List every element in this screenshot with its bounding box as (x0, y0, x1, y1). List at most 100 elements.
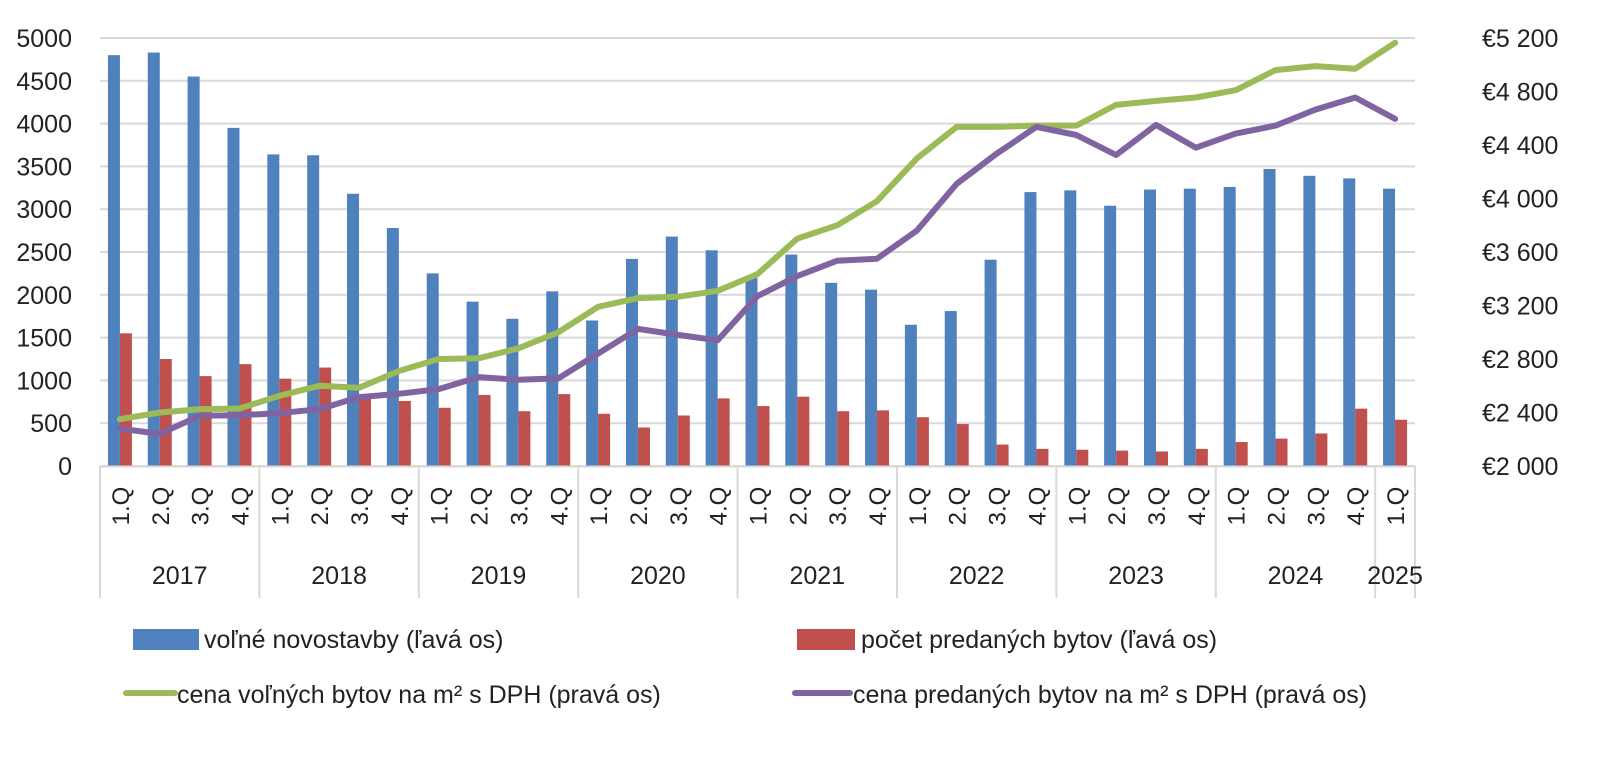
bar-pocet-predanych (1155, 451, 1168, 466)
bar-volne-novostavby (1064, 190, 1077, 467)
x-tick-label-quarter: 3.Q (1144, 487, 1171, 526)
bar-volne-novostavby (307, 155, 320, 466)
bar-volne-novostavby (1183, 188, 1196, 466)
bar-volne-novostavby (586, 320, 599, 466)
left-axis-tick-label: 2500 (16, 239, 72, 267)
bar-volne-novostavby (386, 228, 399, 466)
bar-pocet-predanych (877, 410, 890, 466)
x-tick-label-quarter: 1.Q (267, 487, 294, 526)
bar-pocet-predanych (1195, 448, 1208, 466)
x-tick-label-quarter: 1.Q (746, 487, 773, 526)
x-tick-label-quarter: 2.Q (626, 487, 653, 526)
bar-volne-novostavby (107, 55, 120, 467)
right-axis-tick-label: €3 600 (1482, 239, 1558, 267)
legend-swatch-volne-novostavby (133, 629, 199, 650)
legend-label: cena voľných bytov na m² s DPH (pravá os… (177, 681, 661, 709)
x-tick-label-quarter: 1.Q (905, 487, 932, 526)
bar-pocet-predanych (319, 367, 332, 466)
bar-volne-novostavby (506, 318, 519, 466)
x-tick-label-quarter: 1.Q (1224, 487, 1251, 526)
bar-volne-novostavby (1223, 186, 1236, 466)
bar-volne-novostavby (984, 259, 997, 466)
bar-volne-novostavby (466, 301, 479, 466)
x-year-label: 2019 (471, 562, 527, 590)
x-tick-label-quarter: 2.Q (785, 487, 812, 526)
x-tick-label-quarter: 3.Q (347, 487, 374, 526)
bar-volne-novostavby (1024, 192, 1037, 466)
bar-volne-novostavby (1263, 168, 1276, 466)
bar-pocet-predanych (1076, 449, 1089, 466)
x-tick-label-quarter: 3.Q (666, 487, 693, 526)
legend-label: cena predaných bytov na m² s DPH (pravá … (853, 681, 1367, 709)
bar-volne-novostavby (745, 277, 758, 466)
bar-volne-novostavby (1343, 178, 1356, 466)
bar-volne-novostavby (865, 289, 878, 466)
x-tick-label-quarter: 2.Q (148, 487, 175, 526)
right-axis-tick-label: €4 000 (1482, 186, 1558, 214)
bar-volne-novostavby (625, 258, 638, 466)
legend-swatch-pocet-predanych (797, 629, 855, 650)
bar-pocet-predanych (837, 411, 850, 466)
x-year-label: 2023 (1108, 562, 1164, 590)
bar-volne-novostavby (227, 127, 240, 466)
x-tick-label-quarter: 3.Q (506, 487, 533, 526)
left-axis-tick-label: 5000 (16, 25, 72, 53)
right-axis-tick-label: €2 400 (1482, 400, 1558, 428)
x-tick-label-quarter: 2.Q (945, 487, 972, 526)
bar-volne-novostavby (187, 76, 200, 467)
bar-volne-novostavby (1383, 188, 1396, 466)
x-year-label: 2020 (630, 562, 686, 590)
bar-pocet-predanych (1275, 438, 1288, 466)
bar-pocet-predanych (637, 427, 650, 466)
bar-pocet-predanych (916, 417, 929, 466)
right-axis-tick-label: €4 400 (1482, 132, 1558, 160)
bars (107, 52, 1408, 467)
right-axis-ticks: €2 000 €2 400 €2 800 €3 200 €3 600 €4 000 €4 4… (1482, 25, 1558, 481)
x-tick-label-quarter: 4.Q (546, 487, 573, 526)
x-tick-label-quarter: 4.Q (1343, 487, 1370, 526)
bar-pocet-predanych (1395, 419, 1408, 466)
x-year-label: 2022 (949, 562, 1005, 590)
bar-pocet-predanych (1315, 433, 1328, 466)
bar-pocet-predanych (359, 395, 372, 466)
bar-pocet-predanych (1116, 450, 1129, 466)
left-axis-tick-label: 500 (30, 410, 72, 438)
x-tick-label-quarter: 2.Q (307, 487, 334, 526)
legend-label: voľné novostavby (ľavá os) (204, 626, 503, 654)
x-tick-label-quarter: 1.Q (427, 487, 454, 526)
bar-pocet-predanych (717, 398, 730, 466)
left-axis-tick-label: 2000 (16, 282, 72, 310)
bar-volne-novostavby (705, 250, 718, 466)
left-axis-tick-label: 0 (58, 453, 72, 481)
bar-volne-novostavby (347, 193, 360, 467)
left-axis-tick-label: 4500 (16, 68, 72, 96)
left-axis-tick-label: 3000 (16, 196, 72, 224)
bar-volne-novostavby (825, 282, 838, 466)
bar-pocet-predanych (677, 415, 690, 466)
x-tick-label-quarter: 2.Q (467, 487, 494, 526)
bar-volne-novostavby (944, 311, 957, 466)
bar-pocet-predanych (398, 400, 411, 466)
left-axis-ticks: 0 500 1000 1500 2000 2500 3000 3500 4000 4500 5000 (16, 25, 72, 481)
bar-pocet-predanych (797, 396, 810, 466)
x-tick-label-quarter: 3.Q (1303, 487, 1330, 526)
bar-pocet-predanych (558, 394, 571, 466)
bar-volne-novostavby (1303, 175, 1316, 467)
right-axis-tick-label: €3 200 (1482, 293, 1558, 321)
bar-pocet-predanych (1235, 442, 1248, 466)
lines (116, 39, 1399, 437)
x-tick-label-quarter: 1.Q (1064, 487, 1091, 526)
x-tick-label-quarter: 4.Q (387, 487, 414, 526)
right-axis-tick-label: €2 800 (1482, 346, 1558, 374)
x-tick-label-quarter: 4.Q (1024, 487, 1051, 526)
left-axis-tick-label: 3500 (16, 153, 72, 181)
x-tick-label-quarter: 4.Q (706, 487, 733, 526)
bar-pocet-predanych (518, 411, 531, 466)
x-tick-label-quarter: 1.Q (108, 487, 135, 526)
x-tick-label-quarter: 1.Q (1383, 487, 1410, 526)
x-year-label: 2017 (152, 562, 208, 590)
bar-pocet-predanych (478, 394, 491, 466)
left-axis-tick-label: 1000 (16, 367, 72, 395)
bar-volne-novostavby (426, 273, 439, 466)
